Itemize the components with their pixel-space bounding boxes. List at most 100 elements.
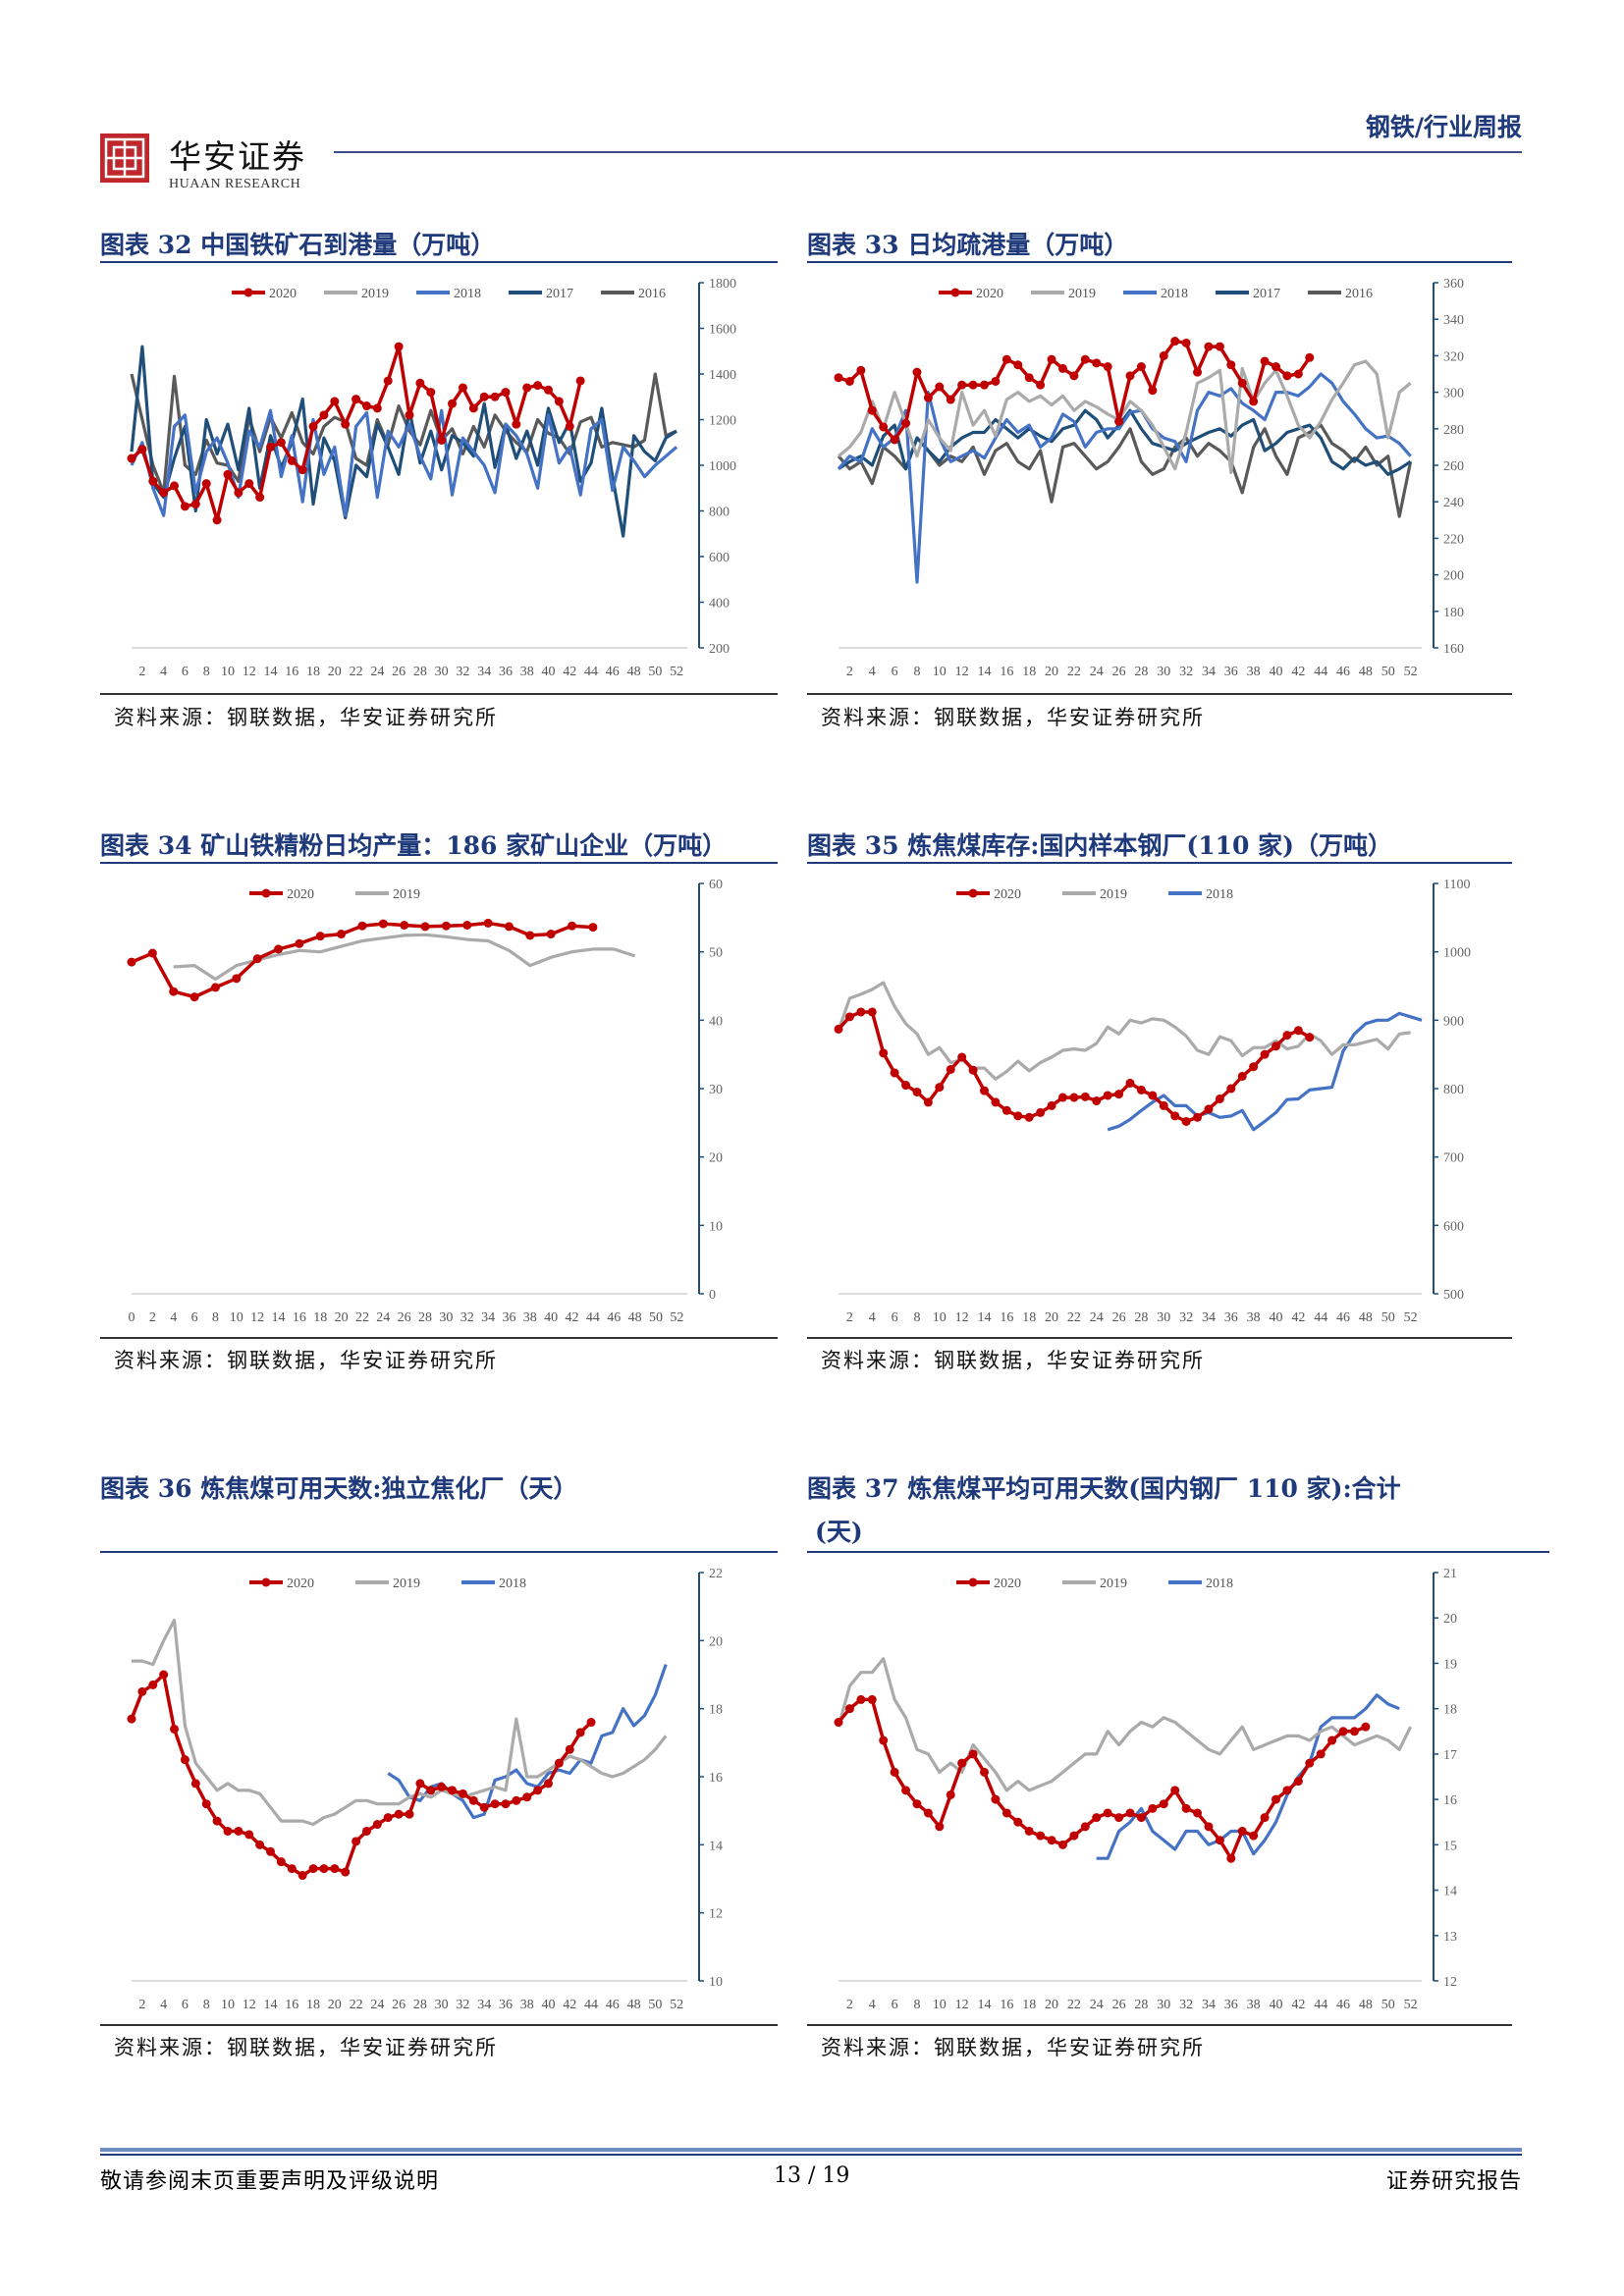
x-tick-label: 6 xyxy=(892,1998,898,2012)
data-point-2020 xyxy=(1215,1836,1224,1845)
series-line-2019 xyxy=(173,933,636,982)
x-tick-label: 34 xyxy=(481,1310,495,1325)
data-point-2020 xyxy=(1327,1735,1337,1745)
y-tick-label: 22 xyxy=(709,1567,723,1581)
x-tick-label: 30 xyxy=(439,1310,453,1325)
data-point-2020 xyxy=(834,1024,843,1034)
data-point-2020 xyxy=(415,378,425,388)
data-point-2020 xyxy=(1069,1093,1079,1102)
data-point-2020 xyxy=(1181,338,1191,347)
data-point-2020 xyxy=(565,421,574,431)
data-point-2020 xyxy=(180,502,189,511)
x-tick-label: 12 xyxy=(955,1310,969,1325)
data-point-2020 xyxy=(879,1048,889,1058)
data-point-2020 xyxy=(980,380,989,390)
data-point-2020 xyxy=(127,1714,136,1724)
x-tick-label: 14 xyxy=(264,1998,278,2012)
data-point-2020 xyxy=(1013,360,1023,370)
data-point-2020 xyxy=(1103,1808,1112,1818)
source-note: 资料来源：钢联数据，华安证券研究所 xyxy=(821,706,1205,729)
y-tick-label: 280 xyxy=(1443,423,1464,438)
data-point-2020 xyxy=(462,920,472,930)
x-tick-label: 36 xyxy=(502,1310,515,1325)
data-point-2020 xyxy=(159,1670,169,1680)
data-point-2020 xyxy=(901,1081,911,1091)
x-tick-label: 40 xyxy=(542,665,556,679)
data-point-2020 xyxy=(1215,342,1224,351)
figure-bottom-rule xyxy=(100,693,778,695)
data-point-2020 xyxy=(890,1767,899,1777)
data-point-2020 xyxy=(1036,380,1046,390)
data-point-2020 xyxy=(991,1097,1001,1107)
data-point-2020 xyxy=(201,479,211,489)
legend-label: 2020 xyxy=(287,887,314,902)
y-tick-label: 60 xyxy=(709,878,723,892)
x-tick-label: 42 xyxy=(1291,1310,1305,1325)
data-point-2020 xyxy=(420,922,430,932)
data-point-2020 xyxy=(361,1826,371,1836)
y-tick-label: 1800 xyxy=(709,277,736,292)
data-point-2020 xyxy=(330,1864,340,1874)
data-point-2020 xyxy=(1080,1822,1090,1832)
figure-title: 图表 37 炼焦煤平均可用天数(国内钢厂 110 家):合计 xyxy=(807,1474,1401,1503)
data-point-2020 xyxy=(1260,356,1270,366)
x-tick-label: 42 xyxy=(563,665,576,679)
data-point-2020 xyxy=(383,1813,393,1823)
x-tick-label: 44 xyxy=(1314,1310,1327,1325)
data-point-2020 xyxy=(554,1758,564,1768)
data-point-2020 xyxy=(1272,1041,1280,1051)
x-tick-label: 52 xyxy=(670,1998,683,2012)
data-point-2020 xyxy=(479,1802,489,1812)
x-tick-label: 8 xyxy=(913,1998,920,2012)
data-point-2020 xyxy=(212,515,222,525)
data-point-2020 xyxy=(137,445,147,454)
data-point-2020 xyxy=(490,1799,500,1809)
source-note: 资料来源：钢联数据，华安证券研究所 xyxy=(114,706,498,729)
data-point-2020 xyxy=(255,493,265,503)
y-tick-label: 12 xyxy=(709,1907,723,1922)
x-tick-label: 22 xyxy=(1067,665,1081,679)
data-point-2020 xyxy=(244,1830,254,1840)
data-point-2020 xyxy=(458,383,467,393)
x-tick-label: 14 xyxy=(272,1310,286,1325)
data-point-2020 xyxy=(1125,371,1135,381)
data-point-2020 xyxy=(1057,1093,1067,1102)
x-tick-label: 44 xyxy=(586,1310,600,1325)
x-tick-label: 26 xyxy=(1112,1310,1126,1325)
legend-label: 2018 xyxy=(1206,887,1233,902)
y-tick-label: 20 xyxy=(709,1634,723,1649)
data-point-2020 xyxy=(341,1867,351,1877)
series-line-2018 xyxy=(130,408,678,517)
x-tick-label: 26 xyxy=(1112,665,1126,679)
data-point-2020 xyxy=(946,395,955,404)
series-line-2019 xyxy=(132,1618,668,1827)
x-tick-label: 24 xyxy=(376,1310,390,1325)
x-tick-label: 20 xyxy=(335,1310,349,1325)
y-tick-label: 700 xyxy=(1443,1151,1464,1166)
x-tick-label: 52 xyxy=(670,1310,683,1325)
header-rule xyxy=(334,151,1522,153)
x-tick-label: 18 xyxy=(1022,1310,1036,1325)
x-tick-label: 14 xyxy=(264,665,278,679)
data-point-2020 xyxy=(1148,1091,1158,1100)
legend-marker xyxy=(261,888,271,898)
x-tick-label: 42 xyxy=(563,1998,576,2012)
data-point-2020 xyxy=(170,1724,180,1734)
data-point-2020 xyxy=(1047,1100,1056,1110)
data-point-2020 xyxy=(1103,362,1112,372)
data-point-2020 xyxy=(834,1718,843,1728)
data-point-2020 xyxy=(223,469,233,479)
data-point-2020 xyxy=(890,435,899,445)
data-point-2020 xyxy=(255,1840,265,1849)
data-point-2020 xyxy=(1237,378,1247,388)
data-point-2020 xyxy=(1136,1813,1146,1823)
y-tick-label: 10 xyxy=(709,1975,723,1990)
x-tick-label: 40 xyxy=(542,1998,556,2012)
data-point-2020 xyxy=(159,488,169,498)
data-point-2020 xyxy=(1272,1794,1280,1804)
data-point-2020 xyxy=(266,442,275,452)
data-point-2020 xyxy=(968,1065,978,1075)
figure-rule xyxy=(100,261,778,263)
legend-label: 2018 xyxy=(454,287,481,301)
data-point-2020 xyxy=(890,1068,899,1078)
